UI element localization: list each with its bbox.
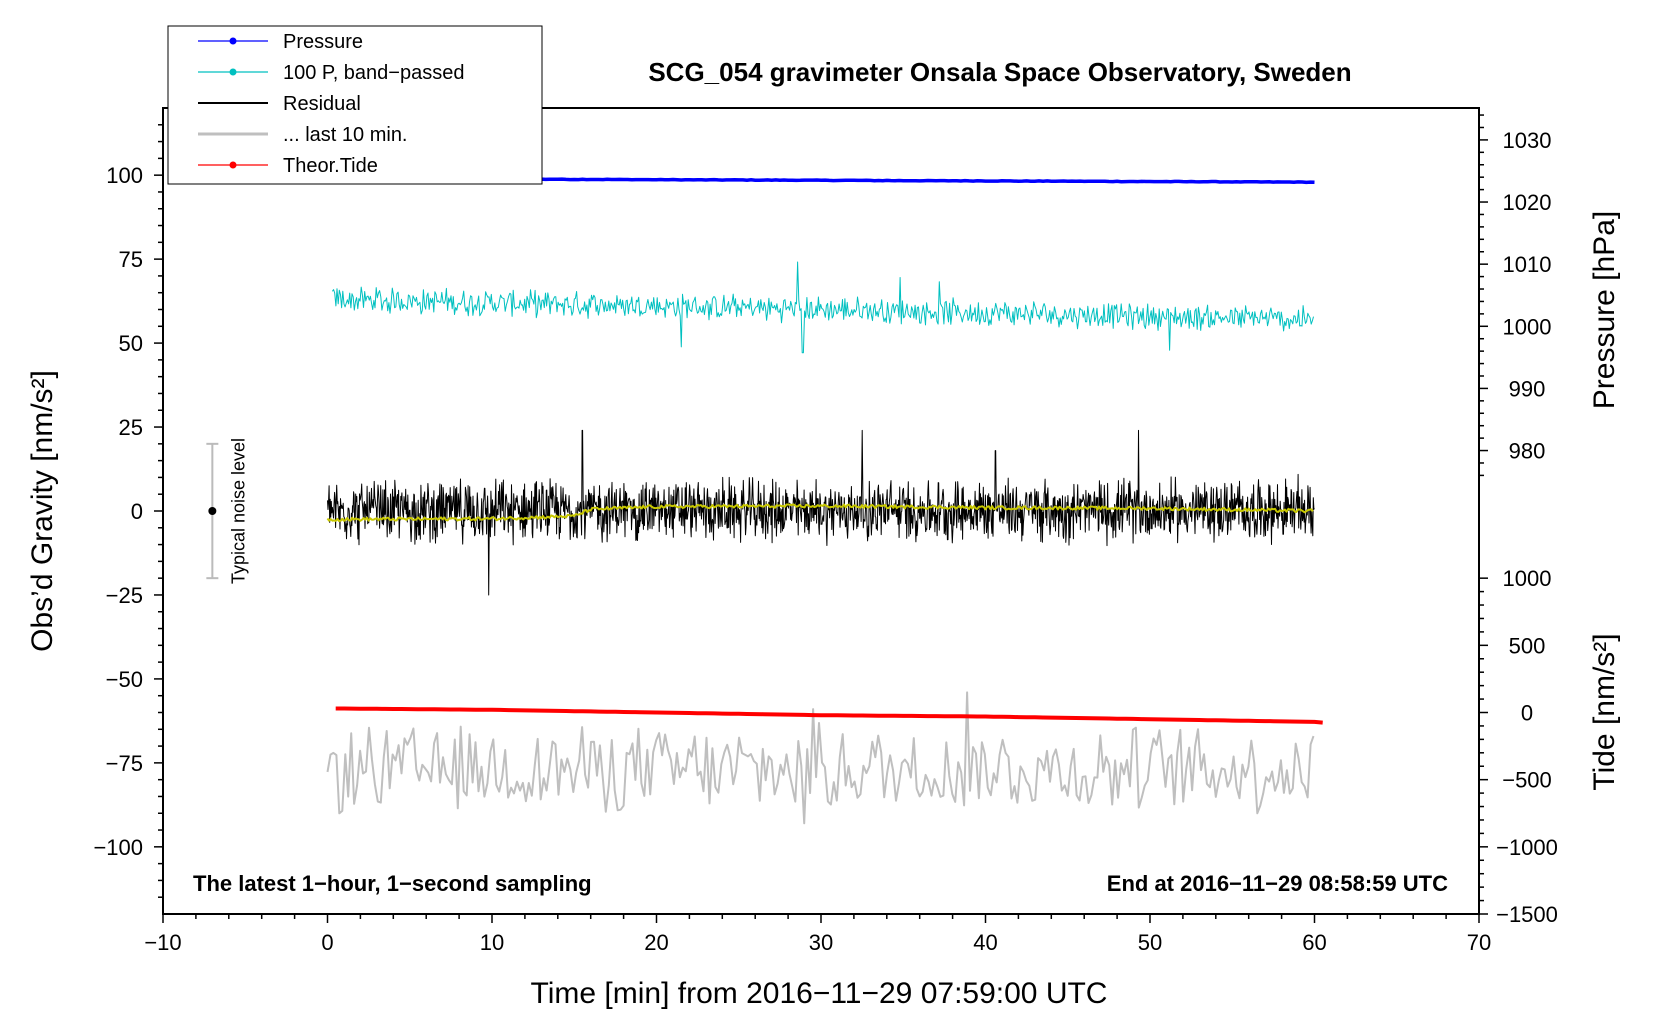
x-tick-label: 70 <box>1467 930 1491 955</box>
legend-label: ... last 10 min. <box>283 124 408 146</box>
tide-tick-label: 0 <box>1521 701 1533 726</box>
noise-bar-center-dot <box>208 507 217 515</box>
tide-tick-label: −500 <box>1502 768 1552 793</box>
footer-left-note: The latest 1−hour, 1−second sampling <box>193 871 592 896</box>
pressure-tick-label: 1000 <box>1503 314 1552 339</box>
y-axis-label-tide: Tide [nm/s²] <box>1588 633 1621 790</box>
x-tick-label: 30 <box>809 930 833 955</box>
series-layer <box>326 176 1323 825</box>
pressure-tick-label: 1020 <box>1503 190 1552 215</box>
x-tick-label: 60 <box>1302 930 1326 955</box>
legend-marker <box>229 68 237 76</box>
y-tick-label: 50 <box>119 331 143 356</box>
series-residual-smoothed <box>326 503 1314 522</box>
legend-marker <box>229 161 237 169</box>
chart-title: SCG_054 gravimeter Onsala Space Observat… <box>648 57 1351 87</box>
x-tick-label: 20 <box>644 930 668 955</box>
legend-label: 100 P, band−passed <box>283 62 464 84</box>
noise-label: Typical noise level <box>228 438 248 584</box>
y-tick-label: 25 <box>119 415 143 440</box>
legend-box <box>167 25 543 185</box>
series-100-p-band-passed <box>331 261 1314 354</box>
x-axis: −10 0 10 20 30 40 50 60 70 <box>144 914 1491 955</box>
x-tick-label: 0 <box>321 930 333 955</box>
footer-right-note: End at 2016−11−29 08:58:59 UTC <box>1107 871 1448 896</box>
y-axis-label-pressure: Pressure [hPa] <box>1588 211 1621 409</box>
pressure-tick-label: 990 <box>1509 376 1546 401</box>
y-tick-label: −50 <box>106 667 143 692</box>
y-tick-label: 100 <box>106 163 143 188</box>
legend: Pressure 100 P, band−passed Residual ... la… <box>198 31 464 177</box>
x-tick-label: 40 <box>973 930 997 955</box>
tide-tick-label: −1000 <box>1496 835 1558 860</box>
legend-label: Theor.Tide <box>283 155 378 177</box>
pressure-tick-label: 1030 <box>1503 128 1552 153</box>
legend-label: Pressure <box>283 31 363 53</box>
y-tick-label: −100 <box>93 835 143 860</box>
tide-tick-label: 500 <box>1509 633 1546 658</box>
series-theor-tide <box>335 706 1323 725</box>
x-tick-label: −10 <box>144 930 181 955</box>
series-last-10-min <box>326 691 1315 825</box>
legend-marker <box>229 37 237 45</box>
pressure-tick-label: 980 <box>1509 439 1546 464</box>
y-tick-label: −25 <box>106 583 143 608</box>
y-tick-label: 75 <box>119 247 143 272</box>
y-tick-label: 0 <box>131 499 143 524</box>
series-residual <box>327 429 1315 596</box>
legend-label: Residual <box>283 93 361 115</box>
x-tick-label: 10 <box>480 930 504 955</box>
noise-bar <box>206 442 219 580</box>
y-axis-label-left: Obs’d Gravity [nm/s²] <box>26 370 59 652</box>
x-axis-label: Time [min] from 2016−11−29 07:59:00 UTC <box>531 977 1108 1010</box>
y-axis-tide: 1000 500 0 −500 −1000 −1500 <box>1479 566 1558 927</box>
y-axis-pressure: 1030 1020 1010 1000 990 980 <box>1479 114 1552 477</box>
pressure-tick-label: 1010 <box>1503 252 1552 277</box>
tide-tick-label: 1000 <box>1503 566 1552 591</box>
x-tick-label: 50 <box>1138 930 1162 955</box>
y-tick-label: −75 <box>106 751 143 776</box>
y-axis-left: 100 75 50 25 0 −25 −50 −75 −100 <box>93 124 163 898</box>
tide-tick-label: −1500 <box>1496 902 1558 927</box>
